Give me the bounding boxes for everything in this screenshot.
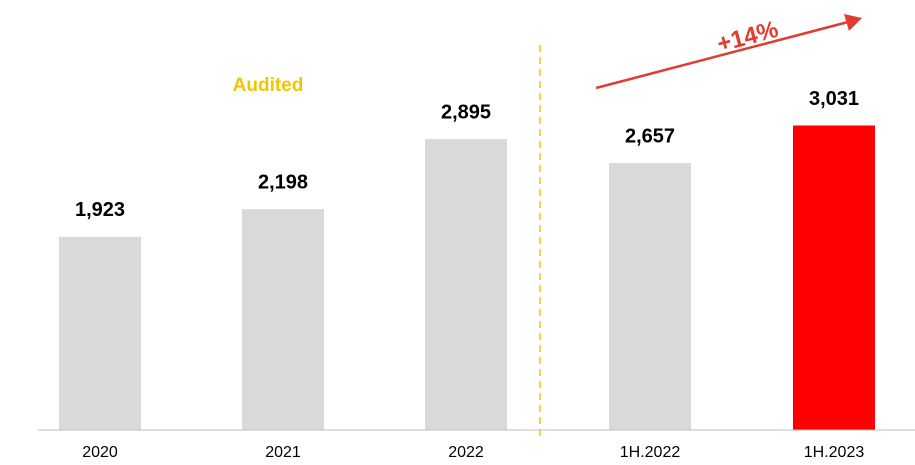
bar — [793, 125, 875, 430]
data-label: 2,198 — [258, 171, 308, 193]
data-label: 2,895 — [441, 101, 491, 123]
bar — [59, 236, 141, 430]
arrow-head — [844, 14, 862, 31]
x-tick-label: 2020 — [82, 444, 118, 461]
data-label: 1,923 — [75, 199, 125, 221]
x-tick-label: 1H.2022 — [620, 444, 681, 461]
x-tick-label: 2022 — [448, 444, 484, 461]
bar — [609, 163, 691, 430]
growth-arrow — [595, 20, 849, 90]
x-tick-label: 1H.2023 — [804, 444, 865, 461]
annotation: Audited — [233, 75, 304, 96]
x-tick-label: 2021 — [265, 444, 301, 461]
bar — [242, 209, 324, 430]
bar — [425, 139, 507, 430]
data-label: 3,031 — [809, 88, 859, 110]
annotation: +14% — [714, 16, 781, 58]
data-label: 2,657 — [625, 125, 675, 147]
